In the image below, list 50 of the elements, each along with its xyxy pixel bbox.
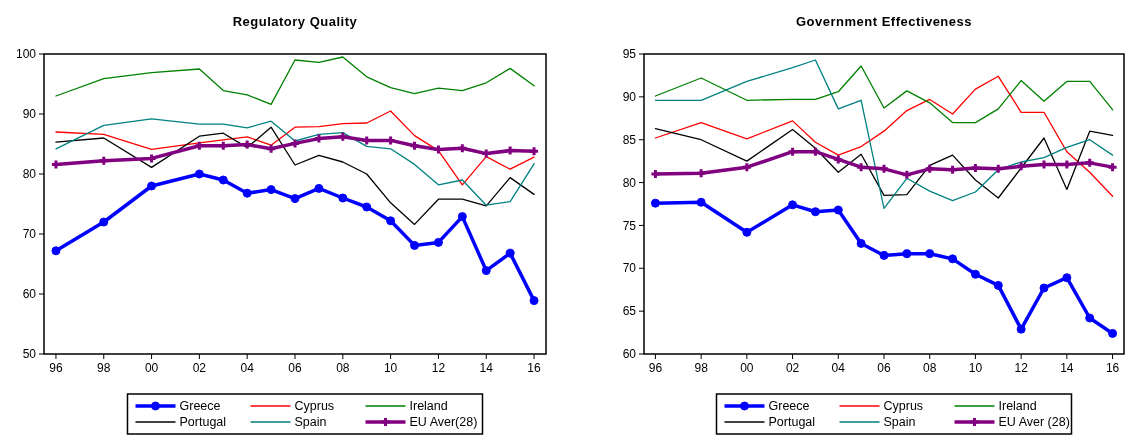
y-tick-label: 60	[622, 347, 637, 362]
x-tick-label: 10	[968, 361, 983, 375]
y-tick-label: 85	[622, 132, 637, 147]
x-tick-label: 96	[648, 361, 663, 375]
x-tick-label: 02	[785, 361, 800, 375]
x-tick-label: 04	[240, 361, 255, 375]
y-tick-label: 100	[15, 47, 37, 62]
x-tick-label: 12	[1014, 361, 1029, 375]
chart-title: Government Effectiveness	[795, 14, 973, 29]
x-tick-label: 16	[1105, 361, 1120, 375]
legend-label: Cyprus	[883, 399, 924, 414]
legend-label: Greece	[768, 399, 810, 414]
x-tick-label: 02	[192, 361, 207, 375]
y-tick-label: 70	[622, 261, 637, 276]
y-tick-label: 95	[622, 47, 637, 62]
y-tick-label: 75	[622, 218, 637, 233]
x-tick-label: 96	[49, 361, 63, 375]
y-tick-label: 50	[22, 347, 37, 362]
y-tick-label: 65	[622, 304, 637, 319]
legend-label: Cyprus	[294, 399, 335, 414]
x-tick-label: 16	[527, 361, 542, 375]
legend-label: EU Aver(28)	[409, 415, 478, 430]
x-tick-label: 00	[144, 361, 159, 375]
legend-label: Portugal	[179, 415, 227, 430]
x-tick-label: 08	[923, 361, 937, 375]
legend-label: Spain	[294, 415, 327, 430]
legend-label: Spain	[883, 415, 916, 430]
x-tick-label: 14	[1060, 361, 1074, 375]
x-tick-label: 10	[383, 361, 398, 375]
chart-title: Regulatory Quality	[232, 14, 358, 29]
legend-label: Portugal	[768, 415, 816, 430]
legend-label: EU Aver (28)	[998, 415, 1070, 430]
x-tick-label: 06	[877, 361, 891, 375]
x-tick-label: 98	[694, 361, 709, 375]
legend-label: Ireland	[409, 399, 448, 414]
x-tick-label: 04	[831, 361, 846, 375]
x-tick-label: 14	[479, 361, 494, 375]
y-tick-label: 90	[622, 90, 637, 105]
x-tick-label: 00	[740, 361, 754, 375]
x-tick-label: 08	[336, 361, 350, 375]
x-tick-label: 06	[288, 361, 302, 375]
y-tick-label: 80	[622, 175, 637, 190]
y-tick-label: 90	[22, 107, 37, 122]
y-tick-label: 80	[22, 167, 37, 182]
legend-label: Ireland	[998, 399, 1037, 414]
x-tick-label: 98	[97, 361, 111, 375]
legend-label: Greece	[179, 399, 221, 414]
y-tick-label: 70	[22, 227, 37, 242]
y-tick-label: 60	[22, 287, 37, 302]
x-tick-label: 12	[431, 361, 446, 375]
